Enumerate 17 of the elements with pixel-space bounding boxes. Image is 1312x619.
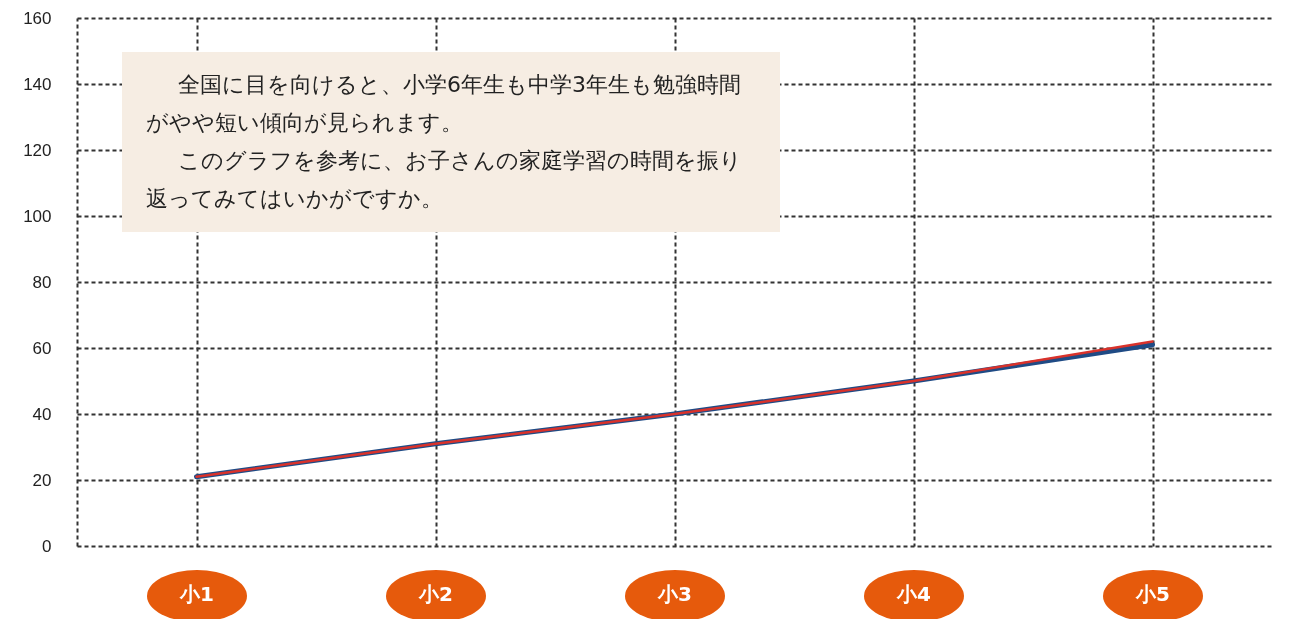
text-box: 全国に目を向けると、小学6年生も中学3年生も勉強時間がやや短い傾向が見られます。 このグラフを参考に、お子さんの家庭学習の時間を振り返ってみてはいかがですか。 bbox=[122, 52, 780, 232]
x-tick-label: 小5 bbox=[1135, 581, 1170, 606]
y-tick-label: 80 bbox=[32, 272, 52, 292]
y-tick-label: 60 bbox=[32, 338, 52, 358]
y-tick-label: 160 bbox=[23, 8, 52, 28]
x-tick-label: 小3 bbox=[657, 581, 692, 606]
y-tick-label: 0 bbox=[42, 536, 52, 556]
y-tick-label: 120 bbox=[23, 140, 52, 160]
y-tick-label: 100 bbox=[23, 206, 52, 226]
annotation: このグラフを参考に、お子さんの家庭学習の時間を振り返ってみてはいかがですか。 bbox=[146, 147, 743, 213]
x-tick-label: 小1 bbox=[179, 581, 214, 606]
x-tick-label: 小4 bbox=[896, 581, 931, 606]
y-tick-label: 140 bbox=[23, 74, 52, 94]
y-tick-label: 20 bbox=[32, 470, 52, 490]
annotation: 全国に目を向けると、小学6年生も中学3年生も勉強時間がやや短い傾向が見られます。 bbox=[146, 71, 742, 137]
y-tick-label: 40 bbox=[32, 404, 52, 424]
x-tick-label: 小2 bbox=[418, 581, 453, 606]
